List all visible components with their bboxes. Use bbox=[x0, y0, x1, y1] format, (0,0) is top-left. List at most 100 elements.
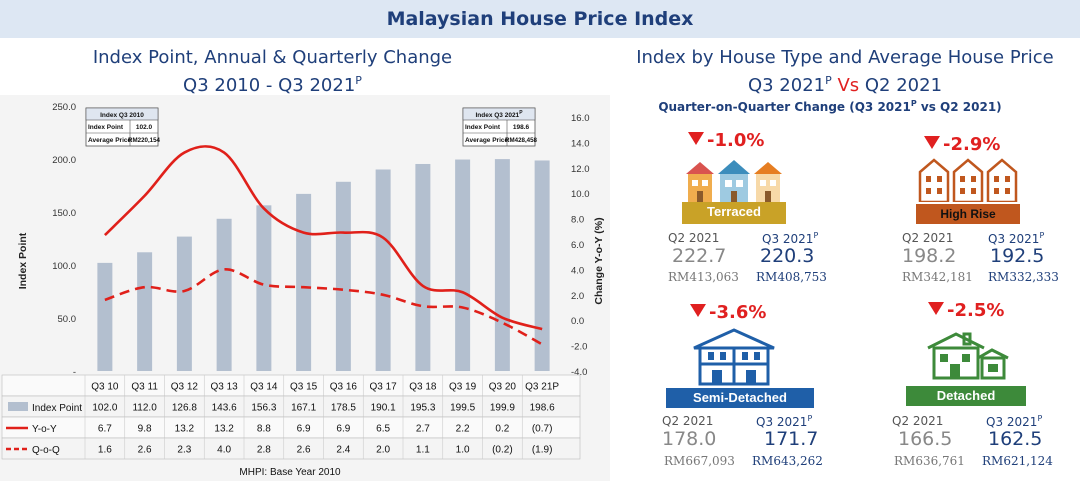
detached-q3-index: 162.5 bbox=[988, 428, 1043, 450]
terraced-house-icon bbox=[686, 160, 782, 202]
down-triangle-icon bbox=[690, 304, 706, 317]
table-cell: 126.8 bbox=[172, 403, 197, 414]
table-cell: 1.0 bbox=[456, 445, 470, 456]
terraced-q2-index: 222.7 bbox=[672, 245, 727, 267]
table-cell: 2.2 bbox=[456, 424, 470, 435]
table-cell: 2.4 bbox=[336, 445, 350, 456]
index-bar bbox=[455, 159, 471, 371]
x-tick-label: Q3 17 bbox=[370, 382, 398, 393]
legend-label: Index Point bbox=[32, 403, 82, 414]
y-left-tick-label: 150.0 bbox=[52, 208, 76, 219]
y-right-tick-label: 0.0 bbox=[571, 316, 584, 327]
index-bar bbox=[296, 193, 312, 371]
table-cell: 1.6 bbox=[98, 445, 112, 456]
y-right-axis-title: Change Y-o-Y (%) bbox=[593, 217, 605, 304]
table-row bbox=[1, 416, 581, 439]
left-title-line2: Q3 2010 - Q3 2021 bbox=[183, 75, 356, 96]
x-tick-label: Q3 15 bbox=[290, 382, 318, 393]
detached-q3-label: Q3 2021 bbox=[986, 415, 1038, 429]
index-bar bbox=[137, 252, 153, 371]
table-cell: 167.1 bbox=[291, 403, 316, 414]
x-tick-label: Q3 14 bbox=[250, 382, 278, 393]
right-title-q2: Q2 2021 bbox=[864, 75, 943, 96]
y-right-tick-label: 10.0 bbox=[571, 189, 590, 200]
y-left-tick-label: 100.0 bbox=[52, 261, 76, 272]
semi-detached-q3-price: RM643,262 bbox=[752, 454, 823, 468]
table-cell: 199.9 bbox=[490, 403, 515, 414]
x-tick-label: Q3 21P bbox=[525, 382, 559, 393]
high-rise-q3-label: Q3 2021 bbox=[988, 232, 1040, 246]
card-detached: -2.5% Detached Q2 2021 Q3 2021P 166.5 16… bbox=[892, 300, 1053, 468]
info-box-q3-2021: Index Q3 2021P Index Point 198.6 Average Pr… bbox=[462, 107, 538, 147]
detached-label: Detached bbox=[906, 386, 1026, 406]
detached-q2-price: RM636,761 bbox=[894, 454, 965, 468]
semi-detached-q3-index: 171.7 bbox=[764, 428, 819, 450]
table-cell: 1.1 bbox=[416, 445, 430, 456]
semi-detached-q2-price: RM667,093 bbox=[664, 454, 735, 468]
info-box-q3-2021-row2-key: Average Price bbox=[465, 137, 509, 144]
down-triangle-icon bbox=[924, 136, 940, 149]
down-triangle-icon bbox=[688, 132, 704, 145]
x-tick-label: Q3 13 bbox=[211, 382, 239, 393]
x-tick-label: Q3 16 bbox=[330, 382, 358, 393]
legend-label: Y-o-Y bbox=[32, 424, 57, 435]
qoq-subtitle: Quarter-on-Quarter Change (Q3 2021P vs Q… bbox=[658, 99, 1002, 114]
high-rise-q3-price: RM332,333 bbox=[988, 270, 1059, 284]
qoq-line bbox=[104, 268, 543, 346]
left-title-sup: P bbox=[355, 74, 362, 87]
info-box-q3-2021-title-sup: P bbox=[519, 110, 523, 116]
card-terraced: -1.0% Terraced Q2 2021 Q3 2021P 222.7 22… bbox=[668, 130, 827, 284]
index-chart: 250.0 200.0 150.0 100.0 50.0 - 16.0 14.0 12.0 10.… bbox=[0, 95, 610, 481]
table-cell: 6.7 bbox=[98, 424, 112, 435]
detached-change: -2.5% bbox=[928, 300, 1004, 321]
y-left-tick-label: - bbox=[73, 367, 76, 378]
right-title-vs: Vs bbox=[831, 75, 865, 96]
terraced-q3-price: RM408,753 bbox=[756, 270, 827, 284]
detached-q2-label: Q2 2021 bbox=[892, 414, 944, 428]
index-bar bbox=[216, 218, 232, 371]
table-cell: 198.6 bbox=[530, 403, 555, 414]
detached-q2-index: 166.5 bbox=[898, 428, 953, 450]
high-rise-q2-price: RM342,181 bbox=[902, 270, 973, 284]
high-rise-change: -2.9% bbox=[924, 134, 1000, 155]
table-cell: 0.2 bbox=[495, 424, 509, 435]
info-box-q3-2021-row2-value: RM428,458 bbox=[505, 137, 538, 144]
terraced-label: Terraced bbox=[682, 202, 786, 224]
y-right-tick-label: 6.0 bbox=[571, 240, 584, 251]
high-rise-q3-index: 192.5 bbox=[990, 245, 1045, 267]
table-cell: 9.8 bbox=[138, 424, 152, 435]
info-box-q3-2010-row1-key: Index Point bbox=[88, 124, 124, 131]
table-cell: 2.7 bbox=[416, 424, 430, 435]
y-right-tick-label: -2.0 bbox=[571, 342, 587, 353]
x-tick-label: Q3 19 bbox=[449, 382, 477, 393]
table-cell: 2.0 bbox=[376, 445, 390, 456]
x-tick-label: Q3 10 bbox=[91, 382, 119, 393]
y-right-tick-label: 12.0 bbox=[571, 164, 590, 175]
y-left-tick-label: 200.0 bbox=[52, 155, 76, 166]
left-title-line1: Index Point, Annual & Quarterly Change bbox=[92, 47, 453, 68]
semi-detached-q2-label: Q2 2021 bbox=[662, 414, 714, 428]
info-box-q3-2010-header bbox=[85, 107, 159, 121]
info-box-q3-2021-row1-key: Index Point bbox=[465, 124, 501, 131]
semi-detached-label: Semi-Detached bbox=[666, 388, 814, 408]
detached-house-icon bbox=[927, 332, 1009, 380]
y-right-tick-label: 14.0 bbox=[571, 138, 590, 149]
chart-footnote: MHPI: Base Year 2010 bbox=[239, 467, 341, 478]
table-cell: 190.1 bbox=[371, 403, 396, 414]
y-right-tick-label: 16.0 bbox=[571, 113, 590, 124]
down-triangle-icon bbox=[928, 302, 944, 315]
table-cell: 195.3 bbox=[410, 403, 435, 414]
table-cell: 13.2 bbox=[175, 424, 195, 435]
table-cell: 143.6 bbox=[212, 403, 237, 414]
right-section-title: Index by House Type and Average House Pr… bbox=[610, 46, 1080, 97]
x-tick-label: Q3 20 bbox=[489, 382, 517, 393]
detached-q3-price: RM621,124 bbox=[982, 454, 1053, 468]
index-bar bbox=[256, 205, 272, 371]
high-rise-label: High Rise bbox=[916, 204, 1020, 224]
index-bar bbox=[534, 160, 550, 371]
info-box-q3-2010: Index Q3 2010 Index Point 102.0 Average Pri… bbox=[85, 107, 161, 147]
high-rise-icon bbox=[918, 158, 1018, 202]
x-tick-label: Q3 11 bbox=[131, 382, 158, 393]
terraced-q3-label: Q3 2021 bbox=[762, 232, 814, 246]
index-bar bbox=[494, 159, 510, 371]
